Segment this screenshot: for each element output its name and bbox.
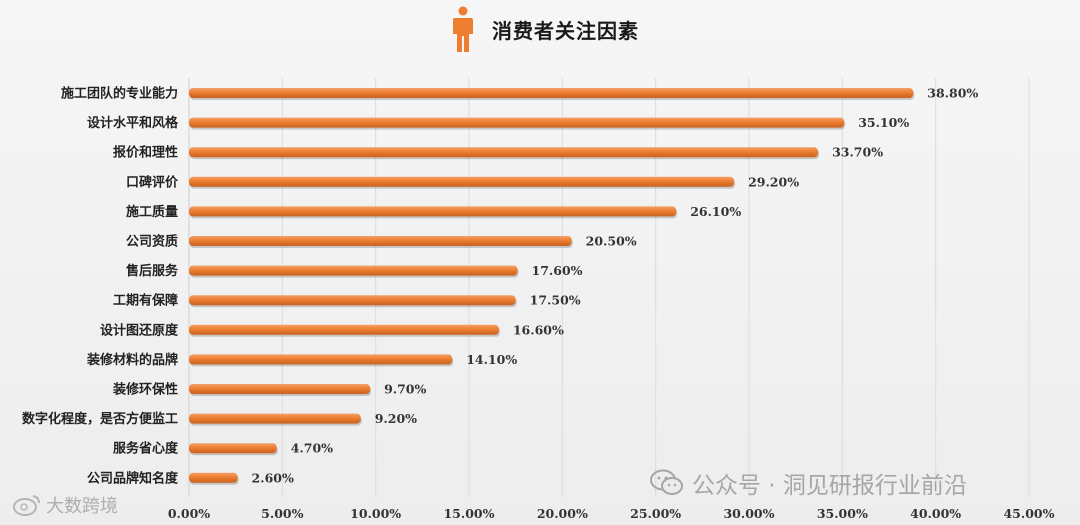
value-label: 29.20%	[748, 174, 799, 189]
bar	[189, 147, 819, 158]
bar	[189, 88, 914, 98]
value-label: 35.10%	[858, 115, 909, 130]
x-tick-label: 20.00%	[537, 506, 588, 521]
x-tick-label: 10.00%	[350, 506, 401, 521]
bar	[189, 413, 361, 424]
category-label: 施工团队的专业能力	[61, 86, 178, 102]
bar	[189, 236, 572, 246]
x-tick-label: 25.00%	[630, 506, 681, 521]
value-label: 17.60%	[532, 263, 583, 278]
value-label: 26.10%	[690, 204, 741, 219]
category-label: 施工质量	[126, 204, 178, 220]
bar	[189, 206, 677, 217]
bar	[189, 117, 845, 128]
value-label: 9.70%	[384, 382, 426, 397]
label-layer: 施工团队的专业能力 38.80% 设计水平和风格 35.10% 报价和理性 33.70% 口…	[22, 86, 978, 487]
category-label: 服务省心度	[113, 441, 179, 457]
value-label: 2.60%	[252, 470, 294, 485]
category-label: 售后服务	[126, 263, 179, 279]
value-label: 20.50%	[586, 234, 637, 249]
category-label: 装修环保性	[112, 382, 178, 398]
category-label: 设计水平和风格	[87, 115, 179, 131]
tick-layer: 0.00% 5.00% 10.00% 15.00% 20.00% 25.00% 30.00%…	[168, 506, 1055, 521]
value-label: 17.50%	[530, 293, 581, 308]
bar	[189, 384, 371, 394]
category-label: 口碑评价	[126, 174, 179, 190]
category-label: 工期有保障	[113, 293, 178, 309]
bar	[189, 176, 735, 187]
category-label: 装修材料的品牌	[86, 352, 178, 368]
category-label: 数字化程度，是否方便监工	[22, 411, 178, 427]
value-label: 33.70%	[832, 145, 883, 160]
wechat-watermark: 公众号 · 洞见研报行业前沿	[650, 466, 967, 500]
person-icon	[453, 6, 473, 52]
bar	[189, 443, 277, 454]
weibo-icon	[13, 495, 40, 516]
bar	[189, 265, 518, 276]
x-tick-label: 30.00%	[723, 506, 774, 521]
bar	[189, 295, 516, 306]
corner-watermark-text: 大数跨境	[46, 496, 118, 517]
category-label: 报价和理性	[113, 145, 178, 161]
bar	[189, 354, 453, 365]
x-tick-label: 15.00%	[443, 506, 494, 521]
category-label: 公司资质	[126, 234, 178, 250]
bar	[189, 324, 499, 335]
chart-title: 消费者关注因素	[492, 19, 639, 43]
x-tick-label: 40.00%	[910, 506, 961, 521]
wechat-icon	[650, 469, 683, 495]
x-tick-label: 35.00%	[817, 506, 868, 521]
x-tick-label: 5.00%	[261, 506, 303, 521]
wechat-watermark-text: 公众号 · 洞见研报行业前沿	[692, 473, 967, 499]
bar-layer	[189, 88, 915, 485]
category-label: 公司品牌知名度	[87, 470, 179, 486]
value-label: 9.20%	[375, 411, 417, 426]
corner-watermark: 大数跨境	[12, 492, 118, 518]
value-label: 4.70%	[291, 441, 333, 456]
x-tick-label: 0.00%	[168, 506, 210, 521]
value-label: 14.10%	[466, 352, 517, 367]
x-tick-label: 45.00%	[1003, 506, 1054, 521]
bar	[189, 472, 238, 483]
category-label: 设计图还原度	[100, 322, 179, 338]
value-label: 16.60%	[513, 322, 564, 337]
value-label: 38.80%	[927, 86, 978, 101]
grid-layer	[188, 78, 1030, 497]
chart-header: 消费者关注因素	[0, 0, 1080, 60]
